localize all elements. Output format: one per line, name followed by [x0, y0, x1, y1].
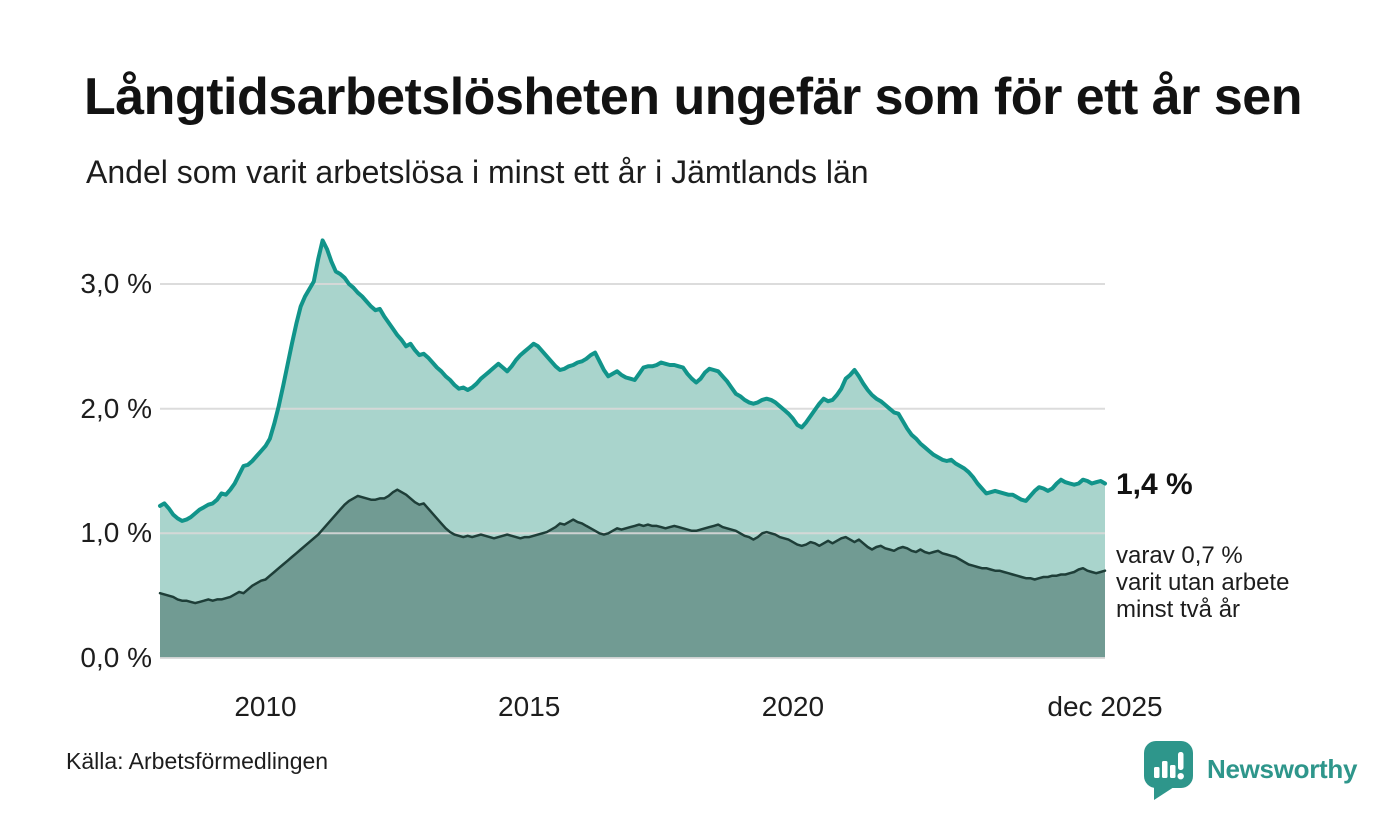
source-label: Källa: Arbetsförmedlingen [66, 748, 329, 774]
newsworthy-logo-icon [1144, 741, 1193, 800]
y-tick-label-2: 2,0 % [80, 392, 152, 424]
x-tick-label-2020: 2020 [761, 691, 825, 722]
y-tick-label-3: 3,0 % [80, 268, 152, 299]
x-tick-label-2015: 2015 [498, 691, 561, 722]
x-tick-label-2010: 2010 [234, 691, 297, 722]
x-tick-label-dec-2025: dec 2025 [1047, 691, 1163, 722]
secondary-value-annotation: varav 0,7 % varit utan arbete minst två … [1116, 542, 1386, 623]
annotation-line-3: minst två år [1116, 596, 1241, 623]
y-tick-label-1: 1,0 % [80, 517, 152, 549]
newsworthy-logo-text: Newsworthy [1207, 753, 1358, 784]
latest-value-label: 1,4 % [1116, 468, 1193, 501]
newsworthy-logo: Newsworthy [1143, 740, 1357, 802]
y-tick-label-0: 0,0 % [80, 642, 152, 673]
line-two-year [158, 488, 1107, 605]
chart-subtitle: Andel som varit arbetslösa i minst ett å… [86, 154, 869, 190]
line-total [158, 238, 1107, 523]
chart-title: Långtidsarbetslösheten ungefär som för e… [84, 68, 1302, 126]
annotation-line-1: varav 0,7 % [1116, 542, 1243, 569]
area-fill-two-year [160, 489, 1105, 658]
annotation-line-2: varit utan arbete [1116, 569, 1290, 596]
